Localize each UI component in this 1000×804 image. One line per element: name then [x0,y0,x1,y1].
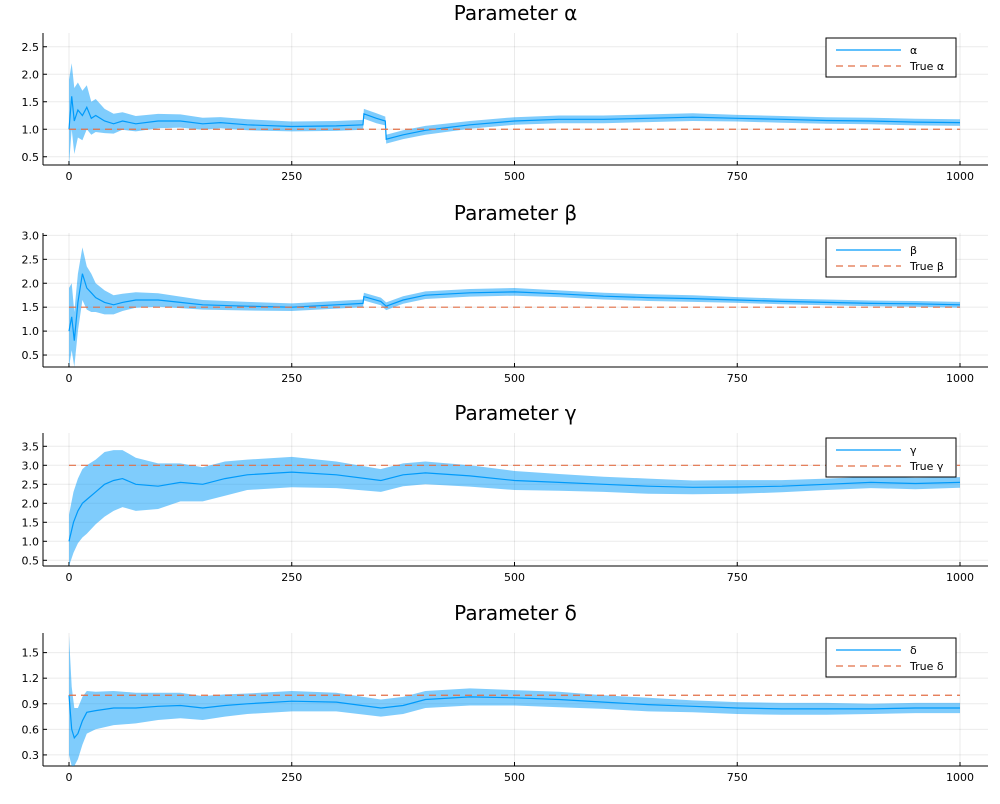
legend-box [825,437,957,478]
x-tick-label: 1000 [946,372,974,385]
y-tick-label: 0.5 [22,554,40,567]
x-tick-label: 1000 [946,771,974,784]
y-tick-label: 3.5 [22,440,40,453]
legend-label-estimate: δ [910,644,917,657]
y-tick-label: 0.9 [22,698,40,711]
y-tick-label: 0.3 [22,749,40,762]
y-tick-label: 2.0 [22,277,40,290]
x-tick-label: 500 [504,372,525,385]
y-tick-label: 0.6 [22,723,40,736]
y-tick-label: 1.0 [22,123,40,136]
legend-label-estimate: α [910,44,917,57]
subplot-2: Parameter β 0 250 500 750 1000 0.5 1.0 1.5 2.0 2.5… [22,201,988,385]
subplot-title: Parameter δ [454,601,577,625]
uncertainty-band [69,450,960,566]
y-tick-label: 2.0 [22,497,40,510]
y-tick-label: 0.5 [22,151,40,164]
x-tick-label: 0 [66,571,73,584]
x-tick-label: 750 [727,571,748,584]
x-tick-label: 1000 [946,571,974,584]
estimate-line [68,273,961,341]
x-tick-label: 250 [281,372,302,385]
x-tick-label: 0 [66,372,73,385]
y-tick-label: 0.5 [22,349,40,362]
y-tick-label: 1.5 [22,516,40,529]
legend-label-true: True α [909,60,944,73]
legend-label-true: True δ [909,660,944,673]
y-tick-label: 1.5 [22,647,40,660]
legend-box [825,237,957,278]
legend: β True β [825,237,957,278]
y-tick-label: 1.2 [22,672,40,685]
subplot-title: Parameter α [454,1,578,25]
subplot-3: Parameter γ 0 250 500 750 1000 0.5 1.0 1.5 2.0 2.5… [22,401,988,584]
y-tick-label: 1.5 [22,96,40,109]
uncertainty-band [69,635,960,766]
y-tick-label: 2.5 [22,41,40,54]
x-tick-label: 750 [727,170,748,183]
y-tick-label: 2.5 [22,478,40,491]
x-tick-label: 750 [727,372,748,385]
x-tick-label: 500 [504,571,525,584]
legend: γ True γ [825,437,957,478]
estimate-line [68,471,961,542]
x-tick-label: 250 [281,571,302,584]
x-tick-label: 500 [504,771,525,784]
y-tick-label: 1.5 [22,301,40,314]
legend-label-estimate: β [910,244,917,257]
estimate-line [68,695,960,740]
y-tick-label: 2.5 [22,253,40,266]
legend: α True α [825,37,957,78]
legend-label-true: True γ [909,460,944,473]
legend-box [825,637,957,678]
legend-label-estimate: γ [910,444,917,457]
subplot-title: Parameter γ [454,401,576,425]
subplot-title: Parameter β [454,201,577,225]
subplot-1: Parameter α 0 250 500 750 1000 0.5 1.0 1.5 2.0 2.5… [22,1,988,183]
uncertainty-band [69,247,960,367]
subplot-4: Parameter δ 0 250 500 750 1000 0.3 0.6 0.9 1.2 1.5… [22,601,988,784]
x-tick-label: 750 [727,771,748,784]
x-tick-label: 500 [504,170,525,183]
y-tick-label: 2.0 [22,68,40,81]
legend-label-true: True β [909,260,944,273]
legend-box [825,37,957,78]
legend: δ True δ [825,637,957,678]
y-tick-label: 3.0 [22,229,40,242]
y-tick-label: 3.0 [22,459,40,472]
x-tick-label: 0 [66,771,73,784]
estimate-line [68,96,961,140]
x-tick-label: 1000 [946,170,974,183]
y-tick-label: 1.0 [22,535,40,548]
x-tick-label: 250 [281,170,302,183]
x-tick-label: 0 [66,170,73,183]
y-tick-label: 1.0 [22,325,40,338]
x-tick-label: 250 [281,771,302,784]
